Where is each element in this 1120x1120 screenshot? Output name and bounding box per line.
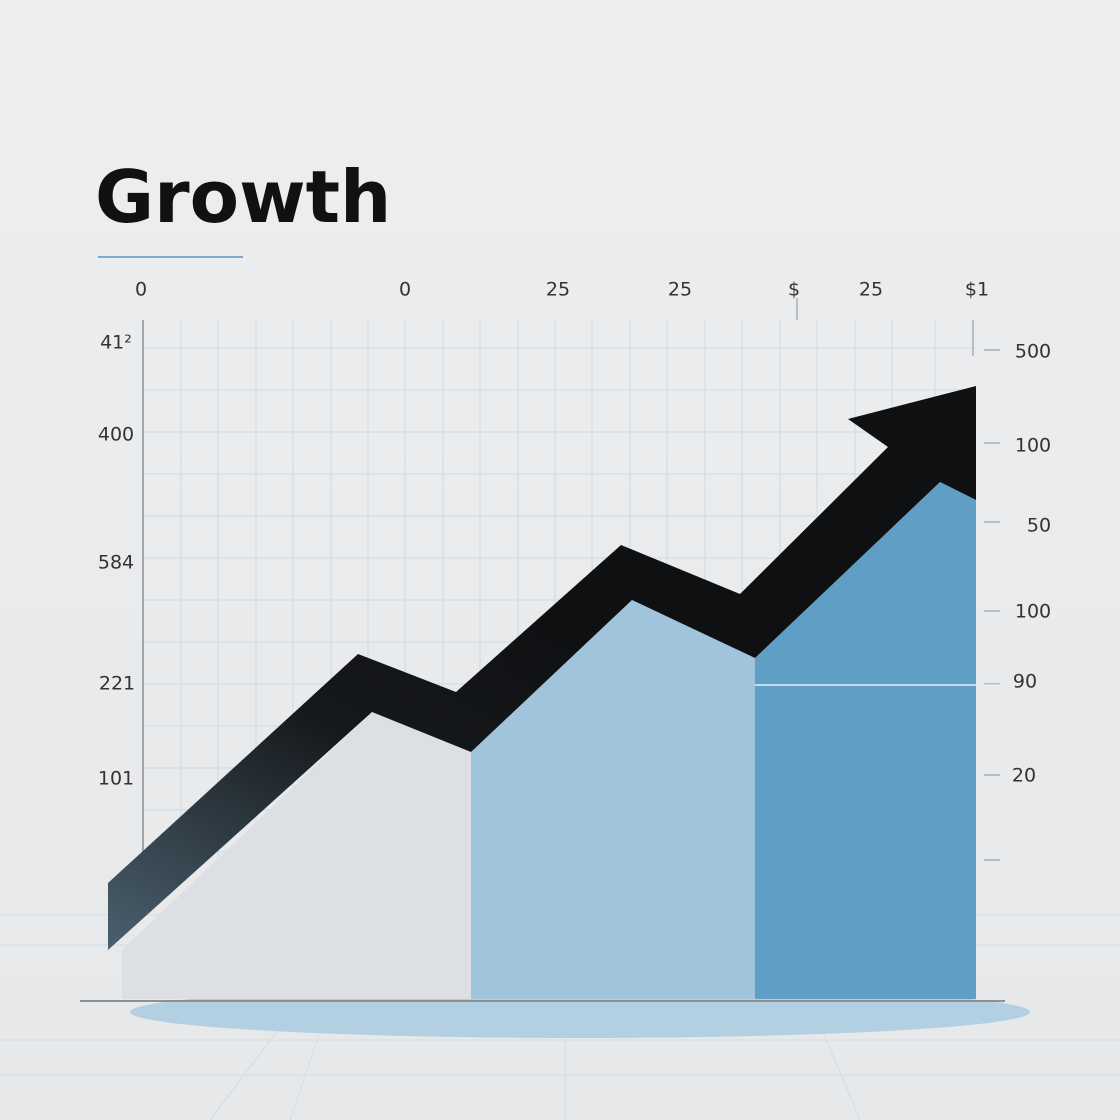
title: Growth xyxy=(95,155,391,239)
right-label: 100 xyxy=(1015,601,1051,623)
top-label: 0 xyxy=(135,279,147,301)
right-label: 100 xyxy=(1015,435,1051,457)
top-label: 0 xyxy=(399,279,411,301)
right-label: 20 xyxy=(1012,765,1036,787)
top-label: 25 xyxy=(859,279,883,301)
left-labels: 41² 400 584 221 101 xyxy=(98,332,135,790)
top-label: $ xyxy=(788,279,800,301)
top-labels: 0 0 25 25 $ 25 $1 xyxy=(135,279,989,301)
left-label: 221 xyxy=(99,673,135,695)
top-label: 25 xyxy=(546,279,570,301)
right-label: 50 xyxy=(1027,515,1051,537)
left-label: 101 xyxy=(98,768,134,790)
top-label: 25 xyxy=(668,279,692,301)
area-dark xyxy=(755,482,976,999)
right-ticks xyxy=(984,349,1000,861)
top-label: $1 xyxy=(965,279,989,301)
left-label: 400 xyxy=(98,424,134,446)
left-label: 584 xyxy=(98,552,134,574)
area-mid xyxy=(471,600,755,999)
left-label: 41² xyxy=(100,332,132,354)
right-label: 90 xyxy=(1013,671,1037,693)
growth-arrow xyxy=(108,386,976,950)
right-label: 500 xyxy=(1015,341,1051,363)
area-light xyxy=(122,712,471,999)
right-labels: 500 100 50 100 90 20 xyxy=(1012,341,1051,787)
